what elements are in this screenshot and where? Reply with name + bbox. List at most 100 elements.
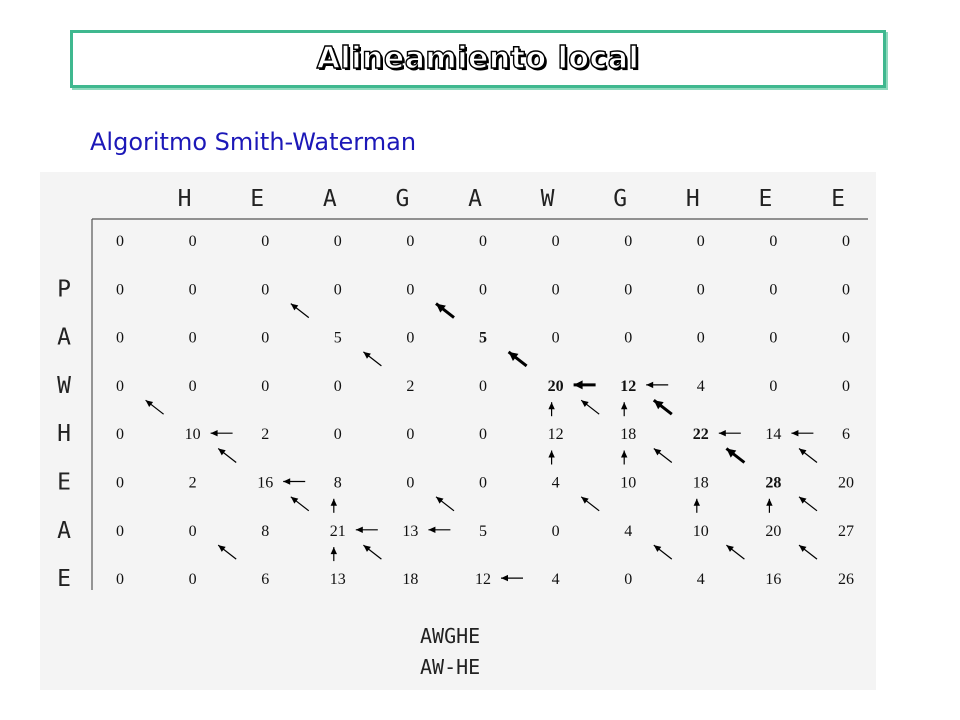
traceback-left-arrow-head xyxy=(791,430,799,437)
traceback-diagonal-arrow-head xyxy=(726,545,734,552)
matrix-cell-value: 0 xyxy=(624,233,632,250)
traceback-diagonal-arrow-head xyxy=(581,400,589,408)
traceback-diagonal-arrow-head xyxy=(436,496,444,504)
matrix-cell-value: 0 xyxy=(261,233,269,250)
matrix-cell-value: 2 xyxy=(406,378,414,395)
matrix-cell-value: 0 xyxy=(552,281,560,298)
matrix-cell-value: 0 xyxy=(769,330,777,347)
traceback-left-arrow-head xyxy=(428,526,436,533)
matrix-cell-value: 5 xyxy=(334,330,342,347)
traceback-diagonal-arrow-head xyxy=(218,545,226,552)
traceback-left-arrow-head xyxy=(283,478,291,485)
matrix-cell-value: 0 xyxy=(334,233,342,250)
matrix-cell-value: 10 xyxy=(185,426,201,443)
matrix-cell-value: 0 xyxy=(769,233,777,250)
matrix-cell-value: 10 xyxy=(693,523,709,540)
matrix-cell-value: 0 xyxy=(479,233,487,250)
traceback-diagonal-arrow-head xyxy=(290,496,299,504)
matrix-cell-value: 0 xyxy=(189,378,197,395)
matrix-cell-value: 18 xyxy=(620,426,636,443)
matrix-cell-value: 0 xyxy=(552,233,560,250)
matrix-cell-value: 0 xyxy=(189,523,197,540)
matrix-cell-value: 0 xyxy=(842,330,850,347)
matrix-cell-value: 0 xyxy=(842,281,850,298)
matrix-cell-value: 4 xyxy=(624,523,632,540)
traceback-left-arrow-head xyxy=(210,430,218,437)
traceback-diagonal-arrow-head xyxy=(290,303,299,311)
traceback-left-arrow-head xyxy=(355,526,363,533)
matrix-cell-value: 0 xyxy=(189,233,197,250)
matrix-cell-value: 12 xyxy=(475,571,491,588)
matrix-cell-value: 0 xyxy=(116,330,124,347)
matrix-cell-value: 14 xyxy=(765,426,781,443)
traceback-diagonal-arrow-head xyxy=(726,448,737,458)
column-header-letter: E xyxy=(250,186,264,212)
row-header-letter: E xyxy=(57,566,71,592)
matrix-cell-value: 0 xyxy=(552,523,560,540)
traceback-diagonal-arrow-head xyxy=(653,448,662,456)
traceback-up-arrow-head xyxy=(621,402,628,410)
matrix-cell-value: 18 xyxy=(402,571,418,588)
matrix-cell-value-optimal: 12 xyxy=(620,378,636,395)
matrix-cell-value: 0 xyxy=(189,330,197,347)
traceback-diagonal-arrow-head xyxy=(436,303,446,313)
traceback-diagonal-arrow-head xyxy=(799,545,807,552)
matrix-cell-value: 0 xyxy=(334,378,342,395)
traceback-left-arrow-head xyxy=(573,380,583,390)
matrix-cell-value: 0 xyxy=(406,475,414,492)
row-header-letter: A xyxy=(57,518,71,544)
matrix-cell-value: 16 xyxy=(765,571,781,588)
matrix-cell-value: 0 xyxy=(406,330,414,347)
matrix-cell-value: 0 xyxy=(697,233,705,250)
column-header-letter: W xyxy=(541,186,555,212)
column-header-letter: A xyxy=(323,186,337,212)
column-header-letter: A xyxy=(468,186,482,212)
matrix-cell-value: 0 xyxy=(479,475,487,492)
matrix-cell-value: 0 xyxy=(406,281,414,298)
traceback-diagonal-arrow-head xyxy=(363,351,371,359)
row-header-letter: W xyxy=(57,373,71,399)
matrix-cell-value: 4 xyxy=(552,571,560,588)
matrix-cell-value: 20 xyxy=(765,523,781,540)
row-header-letter: E xyxy=(57,470,71,496)
matrix-cell-value: 0 xyxy=(406,426,414,443)
traceback-diagonal-arrow-head xyxy=(218,448,226,456)
matrix-cell-value: 0 xyxy=(552,330,560,347)
matrix-cell-value: 13 xyxy=(402,523,418,540)
matrix-cell-value: 0 xyxy=(261,330,269,347)
matrix-cell-value: 16 xyxy=(257,475,273,492)
matrix-cell-value: 0 xyxy=(624,330,632,347)
traceback-diagonal-arrow-head xyxy=(508,351,519,361)
matrix-cell-value: 20 xyxy=(838,475,854,492)
matrix-cell-value: 0 xyxy=(116,233,124,250)
matrix-cell-value: 2 xyxy=(189,475,197,492)
traceback-diagonal-arrow-head xyxy=(581,496,589,504)
matrix-cell-value: 0 xyxy=(697,330,705,347)
column-header-letter: G xyxy=(395,186,409,212)
matrix-cell-value: 0 xyxy=(842,233,850,250)
matrix-cell-value: 0 xyxy=(116,475,124,492)
matrix-cell-value: 4 xyxy=(697,378,705,395)
matrix-cell-value-optimal: 20 xyxy=(548,378,564,395)
traceback-diagonal-arrow-head xyxy=(799,448,807,456)
matrix-cell-value: 0 xyxy=(116,426,124,443)
matrix-cell-value: 26 xyxy=(838,571,854,588)
matrix-cell-value-optimal: 22 xyxy=(693,426,709,443)
matrix-cell-value: 0 xyxy=(189,281,197,298)
matrix-cell-value: 18 xyxy=(693,475,709,492)
matrix-cell-value: 0 xyxy=(624,281,632,298)
column-header-letter: G xyxy=(613,186,627,212)
column-header-letter: E xyxy=(758,186,772,212)
matrix-cell-value: 4 xyxy=(552,475,560,492)
traceback-up-arrow-head xyxy=(693,498,700,506)
traceback-up-arrow-head xyxy=(548,450,555,458)
matrix-cell-value: 0 xyxy=(697,281,705,298)
matrix-cell-value-optimal: 28 xyxy=(765,475,781,492)
matrix-cell-value: 0 xyxy=(842,378,850,395)
matrix-cell-value: 2 xyxy=(261,426,269,443)
matrix-cell-value: 0 xyxy=(479,378,487,395)
title-banner: Alineamiento local xyxy=(70,30,886,88)
matrix-cell-value: 12 xyxy=(548,426,564,443)
row-header-letter: A xyxy=(57,325,71,351)
matrix-cell-value: 10 xyxy=(620,475,636,492)
